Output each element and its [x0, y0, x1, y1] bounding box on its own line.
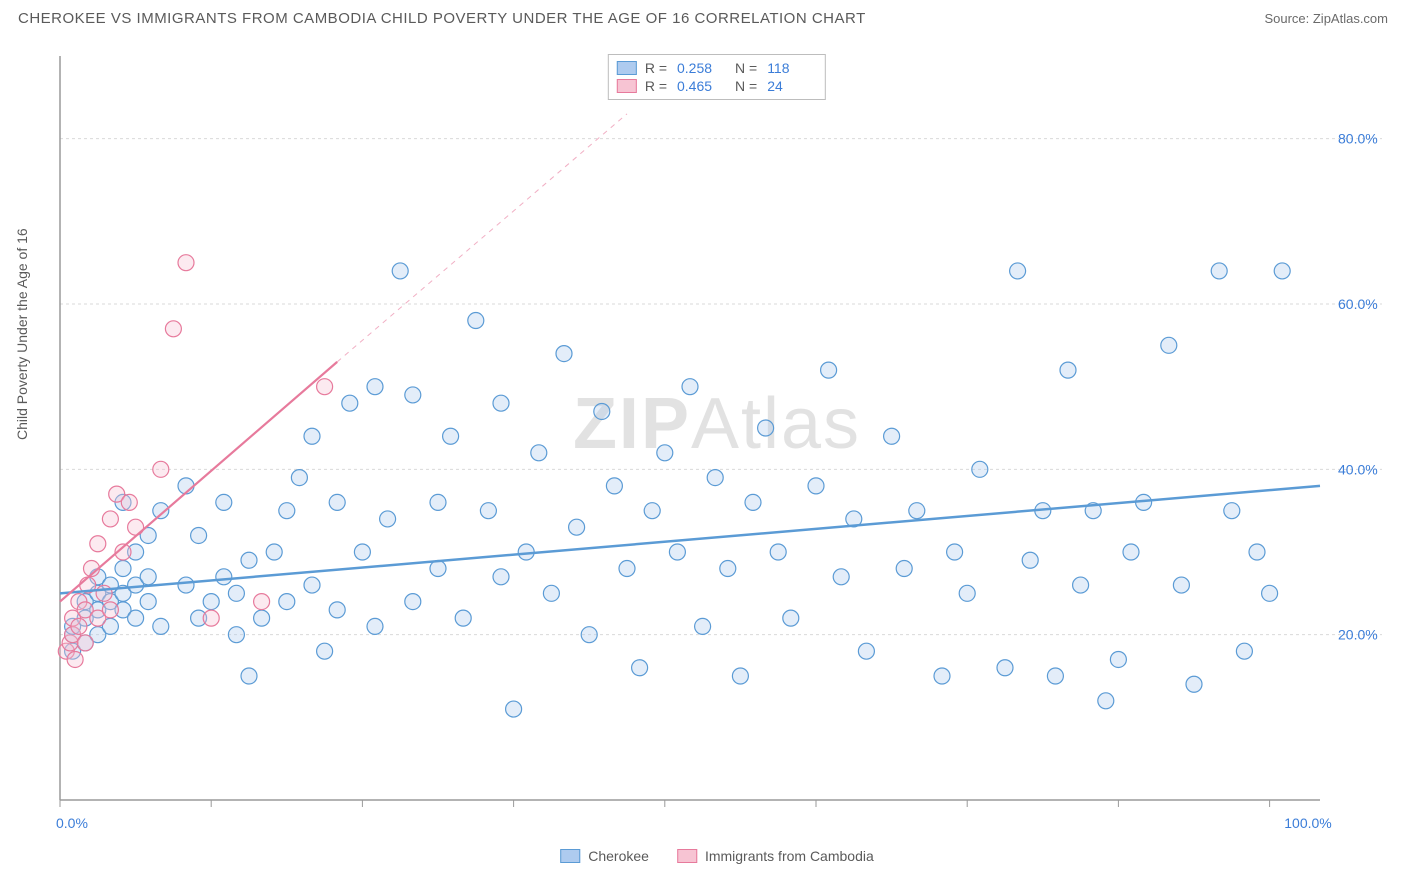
legend-row: R = 0.465 N = 24: [617, 77, 817, 95]
legend-row: R = 0.258 N = 118: [617, 59, 817, 77]
svg-text:60.0%: 60.0%: [1338, 296, 1378, 312]
scatter-plot: 20.0% 40.0% 60.0% 80.0% 0.0% 100.0%: [52, 50, 1382, 830]
legend-swatch: [617, 61, 637, 75]
svg-text:100.0%: 100.0%: [1284, 815, 1331, 830]
legend-item: Immigrants from Cambodia: [677, 848, 874, 864]
source-prefix: Source:: [1264, 11, 1312, 26]
chart-area: Child Poverty Under the Age of 16 ZIPAtl…: [52, 50, 1382, 830]
r-value: 0.258: [677, 60, 727, 76]
n-value: 24: [767, 78, 817, 94]
svg-text:0.0%: 0.0%: [56, 815, 88, 830]
legend-label: Immigrants from Cambodia: [705, 848, 874, 864]
svg-text:40.0%: 40.0%: [1338, 461, 1378, 477]
chart-title: CHEROKEE VS IMMIGRANTS FROM CAMBODIA CHI…: [18, 10, 866, 27]
legend-swatch: [560, 849, 580, 863]
legend-item: Cherokee: [560, 848, 649, 864]
legend-swatch: [617, 79, 637, 93]
r-label: R =: [645, 78, 667, 94]
r-label: R =: [645, 60, 667, 76]
header-bar: CHEROKEE VS IMMIGRANTS FROM CAMBODIA CHI…: [0, 0, 1406, 33]
source-credit: Source: ZipAtlas.com: [1264, 11, 1388, 26]
source-link[interactable]: ZipAtlas.com: [1313, 11, 1388, 26]
y-axis-title: Child Poverty Under the Age of 16: [14, 228, 30, 440]
svg-text:20.0%: 20.0%: [1338, 627, 1378, 643]
svg-text:80.0%: 80.0%: [1338, 131, 1378, 147]
series-legend: Cherokee Immigrants from Cambodia: [560, 848, 874, 864]
legend-label: Cherokee: [588, 848, 649, 864]
n-value: 118: [767, 60, 817, 76]
n-label: N =: [735, 78, 757, 94]
legend-swatch: [677, 849, 697, 863]
correlation-legend: R = 0.258 N = 118 R = 0.465 N = 24: [608, 54, 826, 100]
n-label: N =: [735, 60, 757, 76]
r-value: 0.465: [677, 78, 727, 94]
